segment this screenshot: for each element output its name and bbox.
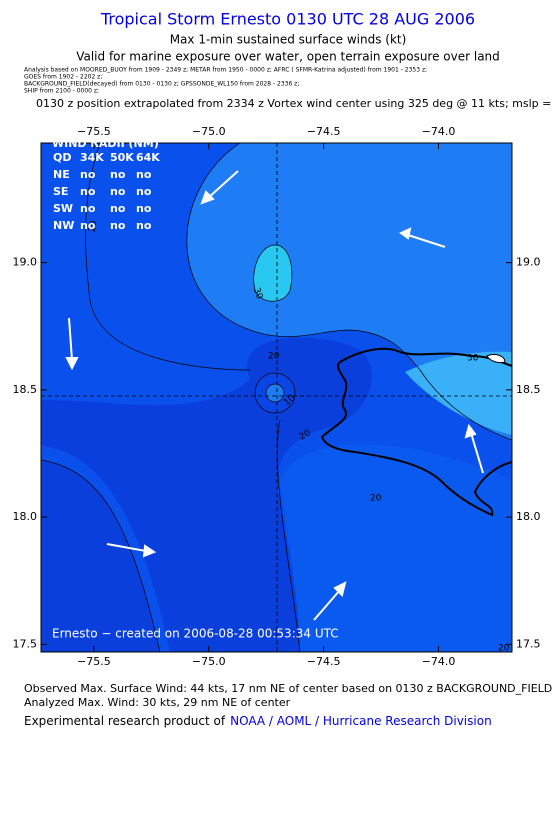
x-tick-label: −74.0 <box>422 655 456 668</box>
title: Tropical Storm Ernesto 0130 UTC 28 AUG 2… <box>100 10 475 29</box>
wind-radii-cell: no <box>110 202 126 215</box>
product-prefix: Experimental research product of <box>24 714 226 728</box>
wind-radii-cell: no <box>110 168 126 181</box>
wind-radii-cell: no <box>80 168 96 181</box>
x-tick-label: −74.5 <box>307 655 341 668</box>
wind-radii-cell: no <box>80 219 96 232</box>
contour-label: 20 <box>268 352 280 362</box>
y-tick-label: 17.5 <box>13 637 38 650</box>
x-tick-label: −74.0 <box>422 125 456 138</box>
x-tick-label: −75.0 <box>192 125 226 138</box>
product-link[interactable]: NOAA / AOML / Hurricane Research Divisio… <box>230 714 492 728</box>
wind-radii-cell: SE <box>53 185 68 198</box>
y-tick-label: 19.0 <box>516 256 541 269</box>
x-tick-label: −75.5 <box>77 125 111 138</box>
y-tick-label: 18.0 <box>516 510 541 523</box>
source-line: BACKGROUND_FIELD(decayed) from 0130 - 01… <box>24 81 299 88</box>
wind-radii-cell: no <box>136 185 152 198</box>
analyzed-wind: Analyzed Max. Wind: 30 kts, 29 nm NE of … <box>24 696 291 709</box>
x-tick-label: −74.5 <box>307 125 341 138</box>
product-note: Experimental research product of NOAA / A… <box>24 714 492 728</box>
wind-radii-cell: NE <box>53 168 70 181</box>
contour-label: 20 <box>498 644 510 654</box>
wind-radii-title: WIND RADII (NM) <box>52 137 159 150</box>
y-tick-label: 18.5 <box>516 383 541 396</box>
wind-radii-cell: no <box>110 185 126 198</box>
credit: Ernesto − created on 2006-08-28 00:53:34… <box>52 627 339 641</box>
wind-radii-cell: no <box>136 168 152 181</box>
position-note: 0130 z position extrapolated from 2334 z… <box>36 97 551 110</box>
map-field <box>41 143 512 652</box>
contour-label: 30 <box>467 354 479 364</box>
wind-radii-cell: no <box>136 219 152 232</box>
x-tick-label: −75.5 <box>77 655 111 668</box>
x-tick-label: −75.0 <box>192 655 226 668</box>
contour-label: 20 <box>370 494 382 504</box>
contour-label: 20 <box>88 220 100 233</box>
y-tick-label: 18.5 <box>13 383 38 396</box>
y-tick-label: 18.0 <box>13 510 38 523</box>
source-line: GOES from 1902 - 2202 z; <box>24 74 102 81</box>
wind-radii-cell: no <box>110 219 126 232</box>
source-line: Analysis based on MOORED_BUOY from 1909 … <box>24 67 427 74</box>
wind-radii-column: QD <box>53 151 71 164</box>
observed-wind: Observed Max. Surface Wind: 44 kts, 17 n… <box>24 682 552 695</box>
wind-radii-column: 64K <box>136 151 160 164</box>
validity: Valid for marine exposure over water, op… <box>76 50 500 64</box>
y-tick-label: 19.0 <box>13 256 38 269</box>
wind-radii-column: 50K <box>110 151 134 164</box>
wind-radii-cell: no <box>136 202 152 215</box>
wind-radii-cell: NW <box>53 219 74 232</box>
wind-radii-cell: no <box>80 185 96 198</box>
wind-radii-column: 34K <box>80 151 104 164</box>
source-line: SHIP from 2100 - 0000 z; <box>24 88 99 95</box>
subtitle: Max 1-min sustained surface winds (kt) <box>170 33 407 47</box>
y-tick-label: 17.5 <box>516 637 541 650</box>
wind-radii-cell: no <box>80 202 96 215</box>
contour-label: 30 <box>251 286 264 300</box>
wind-radii-cell: SW <box>53 202 73 215</box>
map-frame <box>40 142 513 653</box>
